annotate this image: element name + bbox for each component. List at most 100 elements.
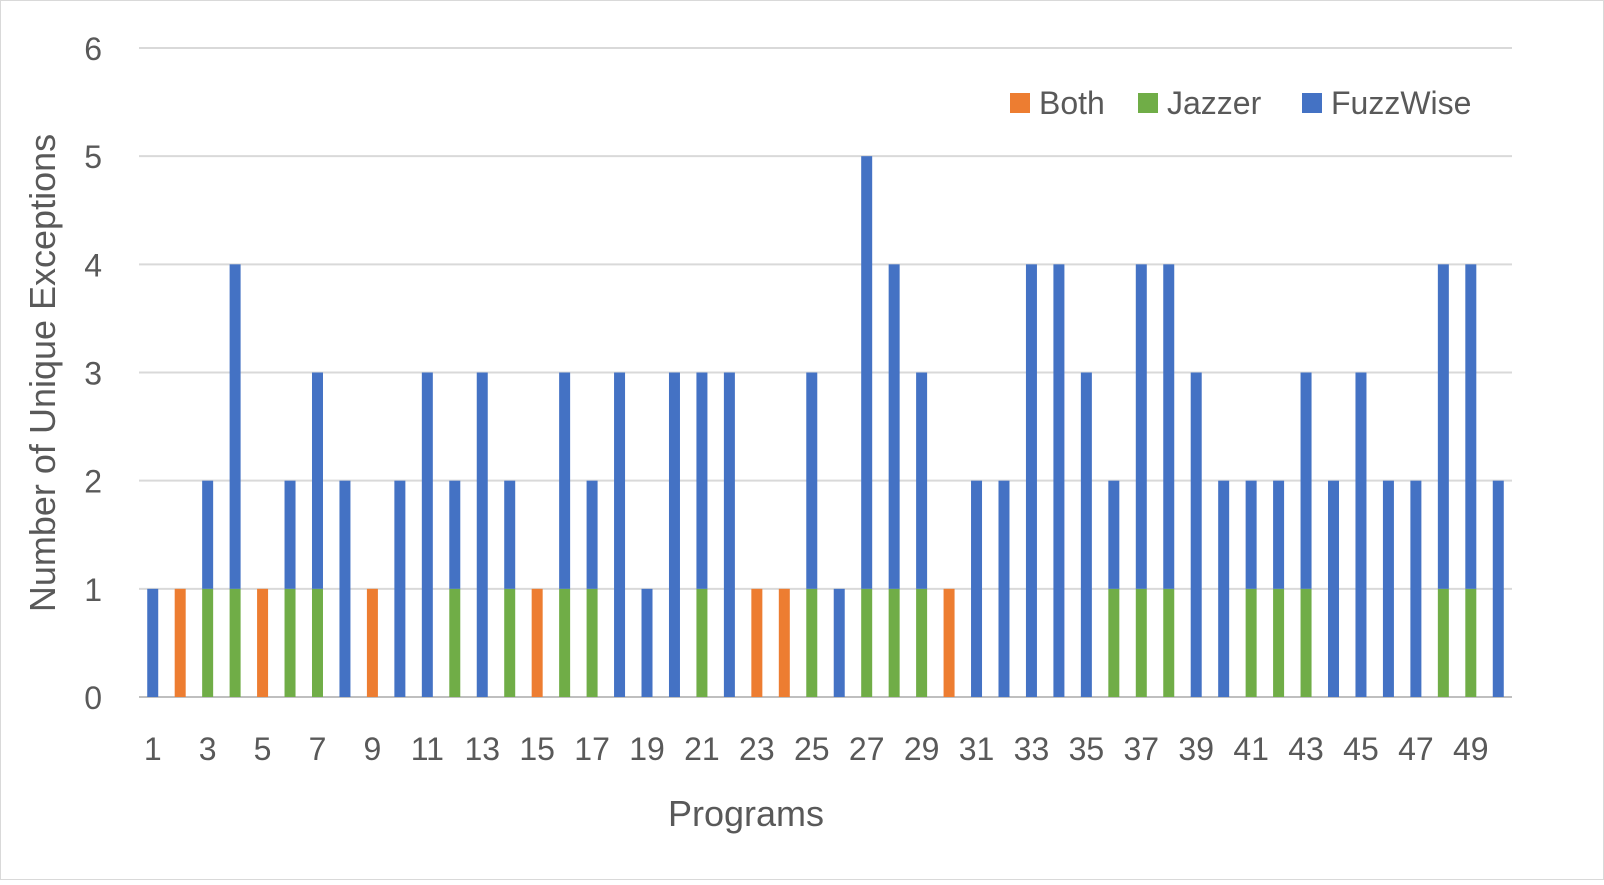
bar-fuzzwise-program-19 — [641, 588, 653, 697]
bar-fuzzwise-program-7 — [311, 372, 323, 589]
x-tick-label: 37 — [1123, 731, 1159, 767]
bar-both-program-30 — [943, 588, 955, 697]
x-tick-label: 27 — [849, 731, 885, 767]
legend-swatch-both — [1010, 93, 1030, 113]
axes: 1 3 5 7 9 11 13 15 17 19 21 23 25 27 29 31 33 35 37 39 41 43 4… — [144, 731, 1489, 767]
x-tick-label: 43 — [1288, 731, 1324, 767]
bar-jazzer-program-29 — [916, 588, 928, 697]
bar-fuzzwise-program-4 — [229, 264, 241, 589]
bar-jazzer-program-41 — [1245, 588, 1257, 697]
bar-jazzer-program-16 — [559, 588, 571, 697]
bar-fuzzwise-program-32 — [998, 480, 1010, 697]
bar-both-program-9 — [366, 588, 378, 697]
y-tick-label: 6 — [84, 31, 102, 67]
bar-jazzer-program-43 — [1300, 588, 1312, 697]
legend-label-both: Both — [1039, 85, 1105, 121]
bar-fuzzwise-program-45 — [1355, 372, 1367, 697]
x-tick-label: 17 — [574, 731, 610, 767]
bar-fuzzwise-program-35 — [1080, 372, 1092, 697]
x-axis-title: Programs — [668, 793, 824, 834]
bar-fuzzwise-program-36 — [1108, 480, 1120, 589]
x-tick-label: 5 — [254, 731, 272, 767]
x-tick-label: 23 — [739, 731, 775, 767]
x-tick-label: 29 — [904, 731, 940, 767]
bar-jazzer-program-7 — [311, 588, 323, 697]
bar-jazzer-program-28 — [888, 588, 900, 697]
legend-label-fuzzwise: FuzzWise — [1331, 85, 1471, 121]
bar-fuzzwise-program-22 — [723, 372, 735, 697]
bar-both-program-5 — [257, 588, 269, 697]
x-tick-label: 31 — [959, 731, 995, 767]
bar-jazzer-program-38 — [1163, 588, 1175, 697]
y-tick-label: 1 — [84, 572, 102, 608]
bars — [147, 156, 1504, 697]
bar-fuzzwise-program-1 — [147, 588, 159, 697]
bar-fuzzwise-program-26 — [833, 588, 845, 697]
legend-swatch-fuzzwise — [1302, 93, 1322, 113]
bar-fuzzwise-program-31 — [971, 480, 983, 697]
x-tick-label: 7 — [309, 731, 327, 767]
bar-fuzzwise-program-44 — [1328, 480, 1340, 697]
bar-fuzzwise-program-14 — [504, 480, 516, 589]
bar-jazzer-program-36 — [1108, 588, 1120, 697]
y-tick-label: 2 — [84, 464, 102, 500]
x-tick-label: 25 — [794, 731, 830, 767]
bar-fuzzwise-program-41 — [1245, 480, 1257, 589]
bar-fuzzwise-program-33 — [1025, 264, 1037, 697]
bar-fuzzwise-program-49 — [1465, 264, 1477, 589]
bar-jazzer-program-17 — [586, 588, 598, 697]
x-tick-label: 19 — [629, 731, 665, 767]
x-tick-label: 11 — [411, 731, 444, 767]
bar-fuzzwise-program-8 — [339, 480, 351, 697]
bar-fuzzwise-program-13 — [476, 372, 488, 697]
bar-jazzer-program-6 — [284, 588, 296, 697]
bar-fuzzwise-program-6 — [284, 480, 296, 589]
bar-fuzzwise-program-3 — [202, 480, 214, 589]
bar-fuzzwise-program-38 — [1163, 264, 1175, 589]
bar-fuzzwise-program-18 — [614, 372, 626, 697]
bar-fuzzwise-program-10 — [394, 480, 406, 697]
bar-fuzzwise-program-12 — [449, 480, 461, 589]
x-tick-label: 49 — [1453, 731, 1489, 767]
x-tick-label: 45 — [1343, 731, 1379, 767]
bar-fuzzwise-program-21 — [696, 372, 708, 589]
legend-swatch-jazzer — [1138, 93, 1158, 113]
bar-fuzzwise-program-16 — [559, 372, 571, 589]
gridlines: 0 1 2 3 4 5 6 — [84, 31, 1512, 716]
y-axis-title: Number of Unique Exceptions — [22, 134, 63, 612]
bar-jazzer-program-37 — [1135, 588, 1147, 697]
bar-fuzzwise-program-29 — [916, 372, 928, 589]
bar-fuzzwise-program-17 — [586, 480, 598, 589]
legend: Both Jazzer FuzzWise — [1010, 85, 1471, 121]
bar-both-program-2 — [174, 588, 186, 697]
bar-jazzer-program-14 — [504, 588, 516, 697]
bar-jazzer-program-48 — [1437, 588, 1449, 697]
x-tick-label: 9 — [364, 731, 382, 767]
bar-fuzzwise-program-50 — [1492, 480, 1504, 697]
bar-jazzer-program-4 — [229, 588, 241, 697]
bar-fuzzwise-program-37 — [1135, 264, 1147, 589]
x-tick-label: 35 — [1069, 731, 1105, 767]
bar-jazzer-program-49 — [1465, 588, 1477, 697]
bar-fuzzwise-program-40 — [1218, 480, 1230, 697]
bar-jazzer-program-42 — [1273, 588, 1285, 697]
y-tick-label: 0 — [84, 680, 102, 716]
x-tick-label: 41 — [1233, 731, 1269, 767]
bar-both-program-23 — [751, 588, 763, 697]
bar-both-program-24 — [778, 588, 790, 697]
x-tick-label: 39 — [1178, 731, 1214, 767]
bar-fuzzwise-program-11 — [421, 372, 433, 697]
legend-label-jazzer: Jazzer — [1167, 85, 1262, 121]
bar-fuzzwise-program-28 — [888, 264, 900, 589]
x-tick-label: 21 — [684, 731, 720, 767]
x-tick-label: 15 — [519, 731, 555, 767]
bar-fuzzwise-program-39 — [1190, 372, 1202, 697]
bar-fuzzwise-program-20 — [668, 372, 680, 697]
bar-both-program-15 — [531, 588, 543, 697]
bar-fuzzwise-program-34 — [1053, 264, 1065, 697]
bar-fuzzwise-program-46 — [1382, 480, 1394, 697]
y-tick-label: 3 — [84, 356, 102, 392]
bar-jazzer-program-27 — [861, 588, 873, 697]
